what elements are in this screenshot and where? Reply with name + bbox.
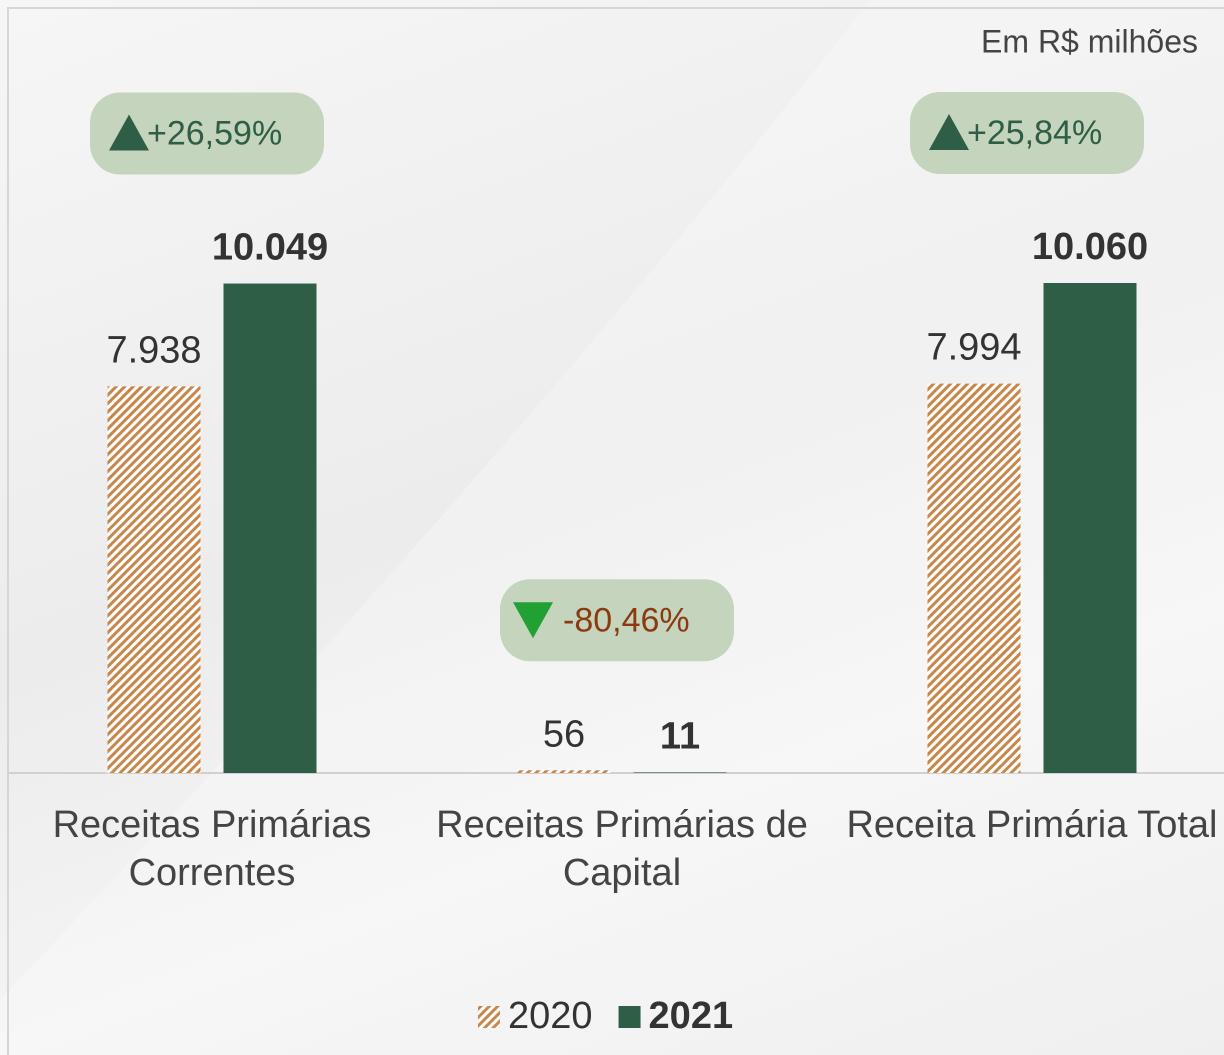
value-label: 56 — [543, 713, 585, 755]
subtitle: Em R$ milhões — [981, 23, 1198, 59]
value-label: 7.938 — [106, 329, 201, 371]
bar — [107, 386, 201, 773]
bar — [927, 383, 1021, 773]
up-arrow — [109, 114, 149, 151]
bar — [1043, 283, 1137, 773]
bar — [517, 770, 611, 773]
bar — [223, 283, 317, 773]
down-arrow — [513, 602, 553, 639]
x-tick-label: Receitas Primárias de Capital — [436, 804, 808, 894]
bar — [633, 772, 727, 773]
up-arrow — [929, 114, 969, 150]
legend-label: 2020 — [508, 995, 593, 1037]
legend-label: 2021 — [649, 995, 734, 1037]
change-badge — [500, 579, 734, 662]
frame — [7, 7, 1224, 1055]
change-badge — [910, 92, 1144, 174]
legend-swatch — [478, 1006, 500, 1028]
value-label: 7.994 — [926, 327, 1021, 369]
legend-swatch — [618, 1006, 641, 1028]
change-label: +26,59% — [147, 115, 282, 153]
x-tick-label: Receita Primária Total — [846, 804, 1218, 846]
x-tick-label: Receitas Primárias Correntes — [52, 804, 372, 894]
value-label: 10.049 — [212, 227, 328, 269]
change-label: -80,46% — [563, 601, 690, 639]
change-label: +25,84% — [967, 114, 1102, 152]
value-label: 11 — [660, 715, 700, 757]
value-label: 10.060 — [1032, 226, 1148, 268]
change-badge — [90, 92, 324, 175]
